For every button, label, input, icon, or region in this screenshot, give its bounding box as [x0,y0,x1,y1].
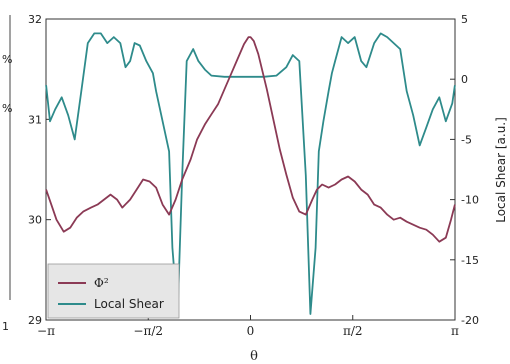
x-tick-label: −π/2 [133,324,163,338]
left-y-tick-label: 29 [28,314,42,327]
x-tick-label: π/2 [343,324,363,338]
right-y-tick-label: 0 [461,73,468,86]
x-tick-label: π [451,324,459,338]
left-y-tick-label: 32 [28,13,42,26]
x-tick-label: 0 [247,324,255,338]
left-y-tick-label: 31 [28,113,42,126]
series-line-phi2 [45,36,456,243]
x-axis-label: θ [250,349,258,364]
clipped-fragment-3: 1 [2,320,9,333]
right-axis-label: Local Shear [a.u.] [494,117,508,223]
right-y-tick-label: -15 [461,254,479,267]
legend-box [47,263,180,319]
series-layer [45,32,456,315]
legend-label-shear: Local Shear [94,297,164,311]
clipped-fragment-2: % [2,102,12,115]
axis-ticks: −π −π/2 0 π/2 π 29 30 31 32 -20 -15 -10 -5 0 5 [28,13,479,338]
legend-label-phi2: Φ² [94,276,109,290]
right-y-tick-label: -20 [461,314,479,327]
clipped-fragment-1: % [2,53,12,66]
left-y-tick-label: 30 [28,214,42,227]
series-line-local-shear [45,32,456,315]
x-tick-label: −π [37,324,55,338]
right-y-tick-label: 5 [461,13,468,26]
right-y-tick-label: -5 [461,133,472,146]
legend: Φ² Local Shear [47,263,180,319]
right-y-tick-label: -10 [461,194,479,207]
